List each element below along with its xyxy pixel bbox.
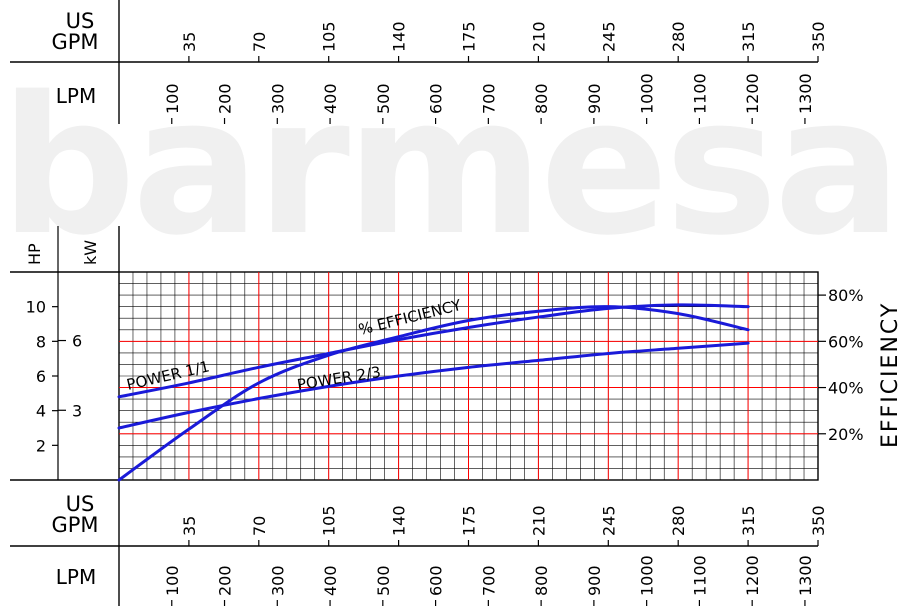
usgpm-tick-label: 35: [180, 32, 199, 52]
lpm-tick-label: 700: [479, 83, 498, 114]
power-two-thirds-curve: [117, 341, 750, 430]
lpm-tick-label: 100: [163, 83, 182, 114]
lpm-tick-label: 1000: [638, 73, 657, 114]
usgpm-tick-label: 280: [669, 21, 688, 52]
hp-tick-label: 4: [36, 402, 46, 421]
lpm-tick-label: 700: [479, 565, 498, 596]
lpm-tick-label: 500: [374, 565, 393, 596]
usgpm-tick-label: 105: [320, 21, 339, 52]
usgpm-tick-label: 140: [390, 21, 409, 52]
lpm-tick-label: 500: [374, 83, 393, 114]
lpm-tick-label: 900: [585, 565, 604, 596]
lpm-tick-label: 1000: [638, 555, 657, 596]
usgpm-tick-label: 210: [529, 505, 548, 536]
efficiency-axis-label: EFFICIENCY: [878, 302, 903, 448]
lpm-tick-label: 400: [321, 565, 340, 596]
lpm-tick-label: 900: [585, 83, 604, 114]
watermark: barmesa: [0, 56, 898, 277]
lpm-tick-label: 400: [321, 83, 340, 114]
lpm-tick-label: 800: [532, 83, 551, 114]
usgpm-tick-label: 210: [529, 21, 548, 52]
kw-axis-label: kW: [81, 240, 100, 265]
lpm-tick-label: 100: [163, 565, 182, 596]
lpm-tick-label: 600: [427, 565, 446, 596]
kw-tick-label: 6: [72, 332, 82, 351]
lpm-tick-label: 1200: [743, 73, 762, 114]
hp-axis-label: HP: [25, 243, 44, 265]
usgpm-tick-label: 175: [460, 505, 479, 536]
usgpm-tick-label: 70: [250, 516, 269, 536]
usgpm-tick-label: 35: [180, 516, 199, 536]
lpm-label-bottom: LPM: [56, 565, 96, 589]
chart-curves: [117, 303, 750, 482]
usgpm-tick-label: 315: [739, 505, 758, 536]
efficiency-tick-label: 60%: [828, 332, 864, 351]
lpm-tick-label: 600: [427, 83, 446, 114]
usgpm-tick-label: 105: [320, 505, 339, 536]
efficiency-tick-label: 20%: [828, 425, 864, 444]
lpm-label-top: LPM: [56, 84, 96, 108]
hp-tick-label: 8: [36, 332, 46, 351]
lpm-tick-label: 300: [268, 83, 287, 114]
efficiency-tick-label: 80%: [828, 286, 864, 305]
usgpm-tick-label: 315: [739, 21, 758, 52]
lpm-tick-label: 300: [268, 565, 287, 596]
usgpm-tick-label: 280: [669, 505, 688, 536]
lpm-tick-label: 1100: [690, 555, 709, 596]
usgpm-tick-label: 175: [460, 21, 479, 52]
lpm-tick-label: 200: [216, 565, 235, 596]
usgpm-tick-label: 245: [599, 21, 618, 52]
lpm-tick-label: 200: [216, 83, 235, 114]
us-gpm-label-top: US GPM: [51, 9, 98, 54]
hp-tick-label: 2: [36, 436, 46, 455]
kw-tick-label: 3: [72, 401, 82, 420]
usgpm-tick-label: 140: [390, 505, 409, 536]
lpm-tick-label: 1300: [796, 555, 815, 596]
us-gpm-label-bottom: US GPM: [51, 492, 98, 537]
usgpm-tick-label: 350: [809, 21, 828, 52]
efficiency-tick-label: 40%: [828, 379, 864, 398]
lpm-tick-label: 1200: [743, 555, 762, 596]
lpm-tick-label: 1300: [796, 73, 815, 114]
lpm-tick-label: 1100: [690, 73, 709, 114]
power-full-curve: [117, 303, 750, 399]
usgpm-tick-label: 245: [599, 505, 618, 536]
hp-tick-label: 6: [36, 367, 46, 386]
usgpm-tick-label: 350: [809, 505, 828, 536]
power-two-thirds-label: POWER 2/3: [296, 363, 382, 394]
efficiency-curve: [117, 305, 750, 482]
lpm-tick-label: 800: [532, 565, 551, 596]
hp-tick-label: 10: [26, 298, 46, 317]
usgpm-tick-label: 70: [250, 32, 269, 52]
